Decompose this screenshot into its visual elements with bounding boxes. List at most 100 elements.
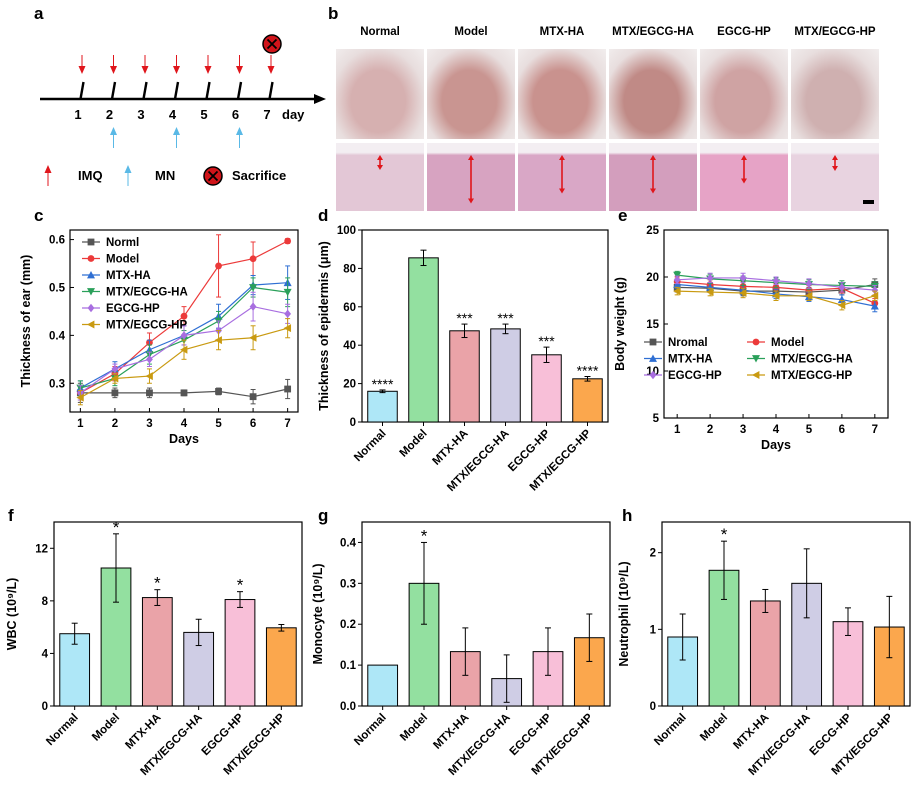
panel-h-letter: h bbox=[622, 506, 633, 525]
bar bbox=[449, 330, 480, 423]
y-tick-label: 4 bbox=[42, 648, 49, 660]
day-tick-label: 7 bbox=[263, 107, 270, 122]
series-MTX/EGCG-HP bbox=[76, 318, 292, 406]
y-tick-label: 40 bbox=[343, 340, 356, 352]
y-tick-label: 1 bbox=[650, 624, 657, 636]
y-tick-label: 20 bbox=[646, 272, 659, 284]
legend-marker bbox=[87, 320, 95, 329]
y-tick-label: 60 bbox=[343, 302, 356, 314]
legend: Nromal Model MTX-HA MTX/EGCG-HA EGCG-HP MTX/E… bbox=[644, 337, 853, 382]
series-Norml bbox=[76, 378, 292, 405]
epidermis-thickness-chart: 0 20 40 60 80 100 Thickness of epidermis (μm) *… bbox=[317, 225, 609, 494]
day-tick bbox=[110, 81, 117, 100]
panel-b-images: Normal Model MTX-HA MTX/EGCG-HA EGCG-HP MTX/E… bbox=[336, 24, 882, 212]
panel-e-letter: e bbox=[618, 206, 628, 225]
monocyte-chart: 0.0 0.1 0.2 0.3 0.4 Monocyte (10⁹/L) Normal * Mo… bbox=[311, 521, 611, 778]
y-axis-label: Thickness of ear (mm) bbox=[19, 255, 33, 388]
legend-marker bbox=[752, 338, 760, 346]
imq-arrowhead bbox=[173, 66, 180, 74]
x-tick-label: Normal bbox=[44, 712, 81, 749]
bar bbox=[141, 597, 173, 707]
imq-arrowhead bbox=[78, 66, 86, 74]
y-tick-label: 20 bbox=[343, 379, 356, 391]
x-tick-label: 3 bbox=[146, 418, 152, 430]
epidermis-indicator bbox=[741, 155, 747, 184]
epidermis-indicator bbox=[832, 155, 874, 204]
data-point bbox=[249, 284, 258, 292]
data-point bbox=[673, 280, 682, 288]
bar bbox=[265, 627, 297, 707]
data-point bbox=[772, 291, 780, 300]
ear-photo bbox=[791, 49, 879, 139]
bar bbox=[572, 378, 603, 423]
epidermis-indicator bbox=[650, 155, 656, 194]
day-tick-label: 2 bbox=[106, 107, 113, 122]
y-axis-label: WBC (10⁹/L) bbox=[5, 578, 19, 651]
y-axis-label: Neutrophil (10⁹/L) bbox=[617, 561, 631, 666]
legend-marker bbox=[649, 354, 657, 362]
legend-imq-arrowhead bbox=[44, 165, 52, 173]
legend-label: Norml bbox=[106, 237, 139, 249]
timeline-axis-label: day bbox=[282, 107, 305, 122]
epidermis-arrow-bottom bbox=[559, 188, 565, 194]
epidermis-arrow-bottom bbox=[650, 188, 656, 194]
legend-label: MTX/EGCG-HA bbox=[771, 354, 853, 366]
data-point bbox=[673, 271, 682, 280]
y-tick-label: 15 bbox=[646, 319, 659, 331]
legend-label: MTX-HA bbox=[668, 354, 713, 366]
y-tick-label: 0.3 bbox=[49, 378, 65, 390]
imq-arrowhead bbox=[267, 66, 275, 74]
data-point bbox=[673, 287, 681, 296]
y-tick-label: 0 bbox=[650, 701, 656, 713]
bar bbox=[224, 599, 256, 707]
x-tick-label: 7 bbox=[284, 418, 290, 430]
photo-group-label: MTX/EGCG-HA bbox=[612, 26, 694, 38]
x-axis-label: Days bbox=[761, 438, 791, 452]
y-tick-label: 2 bbox=[650, 548, 656, 560]
x-tick-label: 2 bbox=[707, 424, 713, 436]
x-tick-label: 6 bbox=[250, 418, 256, 430]
legend-label: EGCG-HP bbox=[106, 303, 160, 315]
body-weight-chart: 5101520251234567DaysBody weight (g)Nroma… bbox=[613, 225, 889, 452]
data-point bbox=[249, 333, 257, 342]
y-tick-label: 8 bbox=[42, 596, 49, 608]
histology-photo bbox=[427, 143, 515, 211]
epidermis-arrow-top bbox=[468, 155, 474, 160]
legend-label: EGCG-HP bbox=[668, 370, 722, 382]
panel-d-letter: d bbox=[318, 206, 329, 225]
plot-frame bbox=[661, 521, 911, 707]
day-tick-label: 6 bbox=[232, 107, 239, 122]
data-point bbox=[284, 237, 292, 245]
legend-sacrifice-label: Sacrifice bbox=[232, 168, 286, 183]
epidermis-arrow-bottom bbox=[377, 165, 383, 170]
photo-group-label: MTX/EGCG-HP bbox=[794, 26, 876, 38]
y-axis-label: Thickness of epidermis (μm) bbox=[317, 241, 331, 411]
data-point bbox=[283, 288, 292, 297]
x-tick-label: MTX-HA bbox=[731, 712, 771, 752]
panel-b-letter: b bbox=[328, 4, 339, 23]
epidermis-arrow-top bbox=[377, 155, 383, 160]
x-tick-label: Normal bbox=[352, 712, 389, 749]
epidermis-indicator bbox=[559, 155, 565, 194]
y-tick-label: 0.1 bbox=[340, 660, 357, 672]
bar bbox=[367, 664, 399, 707]
x-tick-label: 6 bbox=[839, 424, 845, 436]
series-EGCG-HP bbox=[673, 272, 879, 296]
y-axis-label: Monocyte (10⁹/L) bbox=[312, 563, 325, 664]
day-tick bbox=[173, 81, 180, 100]
x-tick-label: 1 bbox=[674, 424, 681, 436]
plot-frame bbox=[361, 521, 611, 707]
bar bbox=[749, 600, 781, 707]
data-point bbox=[180, 389, 188, 397]
x-tick-label: MTX-HA bbox=[123, 712, 163, 752]
data-point bbox=[838, 283, 846, 292]
imq-arrowhead bbox=[204, 66, 212, 74]
legend-label: MTX-HA bbox=[106, 270, 151, 282]
epidermis-indicator bbox=[377, 155, 383, 170]
series-MTX/EGCG-HP bbox=[673, 286, 879, 311]
y-tick-label: 100 bbox=[337, 225, 356, 237]
y-tick-label: 25 bbox=[646, 225, 659, 237]
panel-c-chart: 0.3 0.4 0.5 0.6 1 2 3 4 5 6 7 Days Thickness of ear … bbox=[0, 220, 305, 465]
panel-h-chart: 0 1 2 Neutrophil (10⁹/L) Normal * Model MTX-HA M… bbox=[612, 512, 912, 807]
